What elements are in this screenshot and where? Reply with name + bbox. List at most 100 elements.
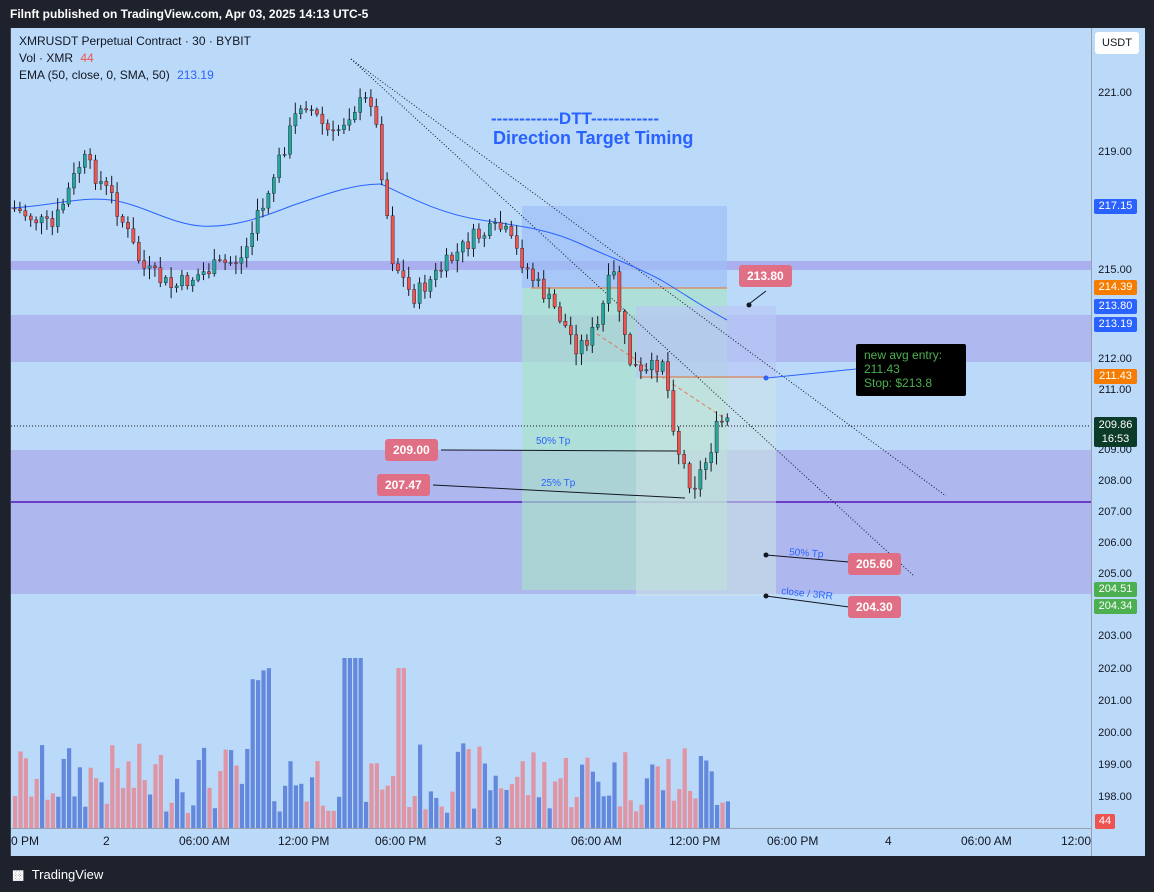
volume-bar <box>369 763 374 828</box>
entry-connector <box>766 368 857 379</box>
candle-body <box>228 262 233 264</box>
candle-body <box>320 113 325 124</box>
volume-bar <box>623 752 628 828</box>
candle-body <box>163 277 168 283</box>
candle-body <box>223 259 228 263</box>
tp25-line <box>432 484 686 499</box>
currency-button[interactable]: USDT <box>1095 32 1139 54</box>
volume-bar <box>547 808 552 828</box>
candle-body <box>239 257 244 264</box>
volume-legend[interactable]: Vol · XMR 44 <box>19 51 94 65</box>
callout-tp204[interactable]: 204.30 <box>848 596 901 618</box>
candle-body <box>601 303 605 325</box>
time-tick: 3 <box>495 834 502 848</box>
volume-bar <box>569 807 574 828</box>
candle-body <box>347 119 352 126</box>
volume-bar <box>461 743 466 828</box>
volume-bar <box>396 668 401 828</box>
candle-body <box>12 207 17 210</box>
price-tick: 198.00 <box>1098 791 1132 803</box>
candle-body <box>99 181 103 184</box>
candle-body <box>29 215 33 221</box>
tradingview-brand[interactable]: ▩ TradingView <box>12 867 103 883</box>
candle-body <box>304 108 309 111</box>
volume-bar <box>18 751 23 828</box>
trendline-lower <box>350 58 915 577</box>
volume-bar <box>401 668 406 828</box>
candle-body <box>326 123 330 131</box>
volume-bar <box>661 790 666 828</box>
volume-bar <box>104 803 109 828</box>
ema-line <box>11 183 728 321</box>
candle-body <box>158 267 163 283</box>
volume-bar <box>13 795 18 828</box>
volume-bar <box>677 789 682 828</box>
ema-legend[interactable]: EMA (50, close, 0, SMA, 50) 213.19 <box>19 68 214 82</box>
volume-bar <box>239 783 244 828</box>
candle-body <box>504 225 508 230</box>
volume-bar <box>450 791 455 828</box>
candle-body <box>374 106 379 125</box>
candle-body <box>650 360 654 370</box>
volume-bar <box>671 800 676 828</box>
volume-bar <box>137 743 142 828</box>
time-axis-line <box>11 828 1091 829</box>
volume-bar <box>331 810 336 828</box>
volume-bar <box>110 745 115 828</box>
volume-bar <box>115 768 120 828</box>
stop-connector <box>748 290 767 305</box>
candle-body <box>423 282 427 292</box>
candle-body <box>261 207 265 211</box>
risk-box-2 <box>636 306 776 378</box>
candle-body <box>82 154 87 168</box>
price-tick: 215.00 <box>1098 264 1132 276</box>
volume-bar <box>180 792 185 828</box>
volume-bar <box>412 795 417 828</box>
candle-body <box>493 222 498 224</box>
volume-bar <box>121 787 126 828</box>
candle-body <box>288 125 292 155</box>
volume-bar <box>164 811 169 828</box>
candle-body <box>369 97 373 107</box>
price-tick: 212.00 <box>1098 353 1132 365</box>
candle-body <box>612 271 616 276</box>
candle-body <box>380 124 384 181</box>
tp50-label: 50% Tp <box>536 436 571 447</box>
symbol-legend[interactable]: XMRUSDT Perpetual Contract · 30 · BYBIT <box>19 34 251 48</box>
price-axis[interactable] <box>1091 28 1145 856</box>
dtt-subtitle: Direction Target Timing <box>493 128 693 148</box>
candle-body <box>547 293 551 299</box>
callout-tp25[interactable]: 207.47 <box>377 474 430 496</box>
volume-bar <box>509 784 514 828</box>
candle-body <box>525 267 530 270</box>
reward-box-2 <box>636 378 776 596</box>
candle-body <box>56 209 60 227</box>
candle-body <box>266 192 271 209</box>
volume-bar <box>77 767 82 828</box>
candle-body <box>563 321 568 326</box>
candle-body <box>531 268 535 281</box>
candle-body <box>309 109 314 111</box>
candle-body <box>250 233 255 247</box>
price-tick: 203.00 <box>1098 630 1132 642</box>
candle-body <box>104 181 109 186</box>
callout-tp205[interactable]: 205.60 <box>848 553 901 575</box>
price-label-204-51: 204.51 <box>1094 582 1137 597</box>
volume-bar <box>277 811 282 828</box>
volume-bar <box>585 757 590 828</box>
chart-area[interactable]: ------------DTT------------ Direction Ta… <box>10 28 1145 856</box>
volume-bar <box>380 789 385 828</box>
volume-bar <box>56 796 61 828</box>
callout-tp50[interactable]: 209.00 <box>385 439 438 461</box>
candle-body <box>585 340 589 346</box>
candle-body <box>385 179 390 217</box>
volume-bar <box>688 790 693 828</box>
volume-bar <box>45 799 50 828</box>
candle-body <box>461 241 465 253</box>
candle-body <box>466 241 471 249</box>
callout-stop[interactable]: 213.80 <box>739 265 792 287</box>
candle-body <box>115 192 119 217</box>
chart-canvas[interactable]: ------------DTT------------ Direction Ta… <box>11 28 1145 856</box>
volume-bar <box>202 747 207 828</box>
entry-dot <box>763 375 769 381</box>
